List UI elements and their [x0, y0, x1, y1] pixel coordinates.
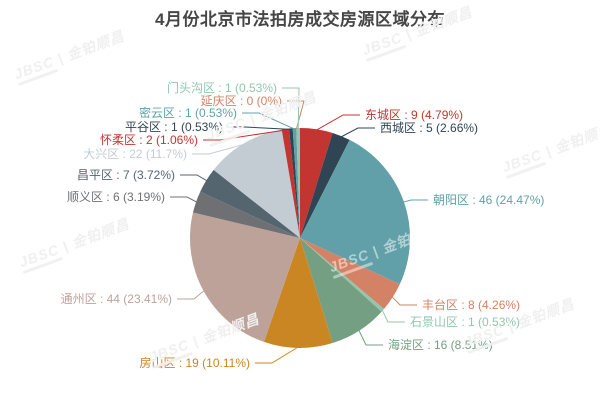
slice-label-line-9: [180, 174, 208, 182]
slice-label-13: 密云区 : 1 (0.53%): [139, 105, 237, 120]
slice-label-8: 顺义区 : 6 (3.19%): [67, 190, 165, 204]
slice-label-line-7: [177, 290, 205, 300]
slice-label-line-3: [391, 296, 417, 306]
slice-label-line-0: [316, 114, 360, 131]
slice-label-11: 怀柔区 : 2 (1.06%): [100, 133, 198, 147]
chart-title: 4月份北京市法拍房成交房源区域分布: [155, 10, 445, 29]
slice-label-line-15: [282, 87, 300, 130]
pie-slice-7[interactable]: [190, 212, 300, 342]
slice-label-7: 通州区 : 44 (23.41%): [61, 292, 172, 306]
pie-slice-3[interactable]: [300, 238, 400, 310]
slice-label-12: 平谷区 : 1 (0.53%): [125, 120, 223, 134]
pie-slice-9[interactable]: [200, 169, 300, 238]
slice-label-9: 昌平区 : 7 (3.72%): [77, 168, 175, 182]
pie-slice-15[interactable]: [296, 127, 300, 238]
pie-slice-4[interactable]: [300, 238, 384, 312]
slice-label-line-2: [402, 199, 428, 203]
pie-slice-2[interactable]: [300, 139, 410, 285]
slice-label-2: 朝阳区 : 46 (24.47%): [433, 193, 544, 207]
slice-label-line-12: [228, 126, 291, 130]
pie-slice-6[interactable]: [263, 238, 333, 348]
pie-slice-12[interactable]: [288, 128, 300, 238]
pie-slice-1[interactable]: [300, 132, 350, 238]
slice-label-4: 石景山区 : 1 (0.53%): [410, 315, 520, 329]
pie-slice-10[interactable]: [213, 129, 300, 238]
slice-label-5: 海淀区 : 16 (8.51%): [388, 337, 493, 352]
pie-slice-11[interactable]: [281, 128, 300, 238]
slice-label-line-6: [255, 346, 299, 364]
pie-slice-0[interactable]: [300, 128, 333, 238]
slice-label-line-4: [381, 309, 405, 323]
slice-label-6: 房山区 : 19 (10.11%): [140, 355, 251, 370]
slice-label-15: 门头沟区 : 1 (0.53%): [167, 80, 277, 95]
slice-label-line-10: [192, 143, 245, 155]
slice-label-line-5: [358, 329, 383, 346]
pie-slice-5[interactable]: [300, 238, 382, 344]
slice-label-10: 大兴区 : 22 (11.7%): [83, 147, 187, 161]
slice-label-3: 丰台区 : 8 (4.26%): [422, 297, 520, 312]
slice-label-line-14: [287, 100, 305, 130]
pie-slice-13[interactable]: [292, 128, 300, 238]
slice-label-14: 延庆区 : 0 (0%): [201, 94, 282, 108]
slice-label-line-1: [340, 127, 375, 138]
slice-label-line-13: [242, 112, 295, 130]
slice-label-1: 西城区 : 5 (2.66%): [380, 121, 478, 135]
slice-label-line-8: [170, 196, 198, 203]
slice-label-0: 东城区 : 9 (4.79%): [365, 108, 463, 122]
pie-slice-8[interactable]: [193, 191, 300, 238]
